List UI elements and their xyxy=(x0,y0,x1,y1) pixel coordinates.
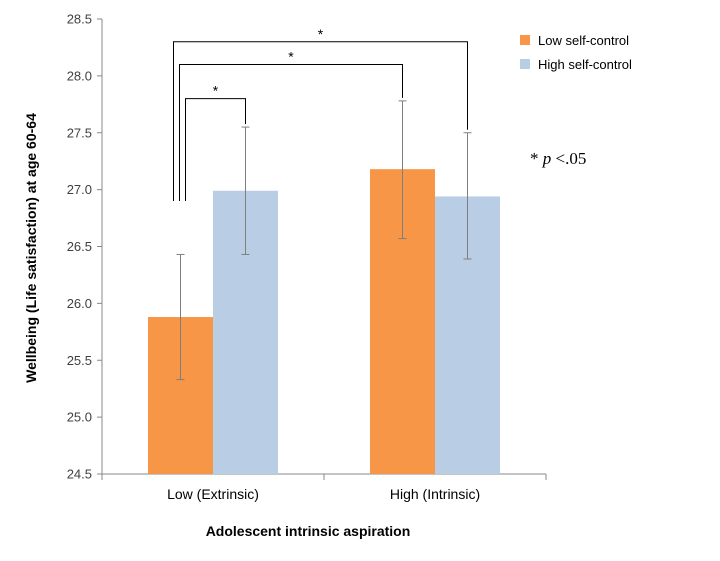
y-tick-label: 24.5 xyxy=(67,467,92,482)
y-tick-label: 25.5 xyxy=(67,353,92,368)
significance-star: * xyxy=(318,26,324,42)
y-tick-label: 26.0 xyxy=(67,296,92,311)
significance-bracket xyxy=(179,64,403,201)
significance-note: * p <.05 xyxy=(530,149,586,168)
significance-star: * xyxy=(213,83,219,99)
x-category-label: High (Intrinsic) xyxy=(390,486,480,502)
significance-star: * xyxy=(288,49,294,65)
legend: Low self-control High self-control xyxy=(520,33,632,72)
note-suffix: <.05 xyxy=(551,149,586,168)
legend-swatch-high-self-control xyxy=(520,59,530,69)
significance-bracket xyxy=(185,98,246,201)
legend-label-high-self-control: High self-control xyxy=(538,57,632,72)
bars xyxy=(148,169,500,474)
legend-label-low-self-control: Low self-control xyxy=(538,33,629,48)
y-tick-label: 27.0 xyxy=(67,182,92,197)
y-tick-label: 26.5 xyxy=(67,239,92,254)
y-tick-label: 28.5 xyxy=(67,12,92,27)
y-tick-label: 27.5 xyxy=(67,125,92,140)
note-p: p xyxy=(542,149,552,168)
y-tick-label: 28.0 xyxy=(67,68,92,83)
tick-labels: 24.5 25.0 25.5 26.0 26.5 27.0 27.5 28.0 28.5 Low … xyxy=(67,12,480,503)
legend-swatch-low-self-control xyxy=(520,35,530,45)
significance-bracket xyxy=(173,41,468,201)
significance-brackets: * * * xyxy=(173,26,468,201)
y-axis-title: Wellbeing (Life satisfaction) at age 60-… xyxy=(23,113,39,383)
note-prefix: * xyxy=(530,149,543,168)
x-axis-title: Adolescent intrinsic aspiration xyxy=(206,523,411,539)
y-tick-label: 25.0 xyxy=(67,410,92,425)
x-category-label: Low (Extrinsic) xyxy=(167,486,259,502)
error-bars xyxy=(176,100,472,381)
